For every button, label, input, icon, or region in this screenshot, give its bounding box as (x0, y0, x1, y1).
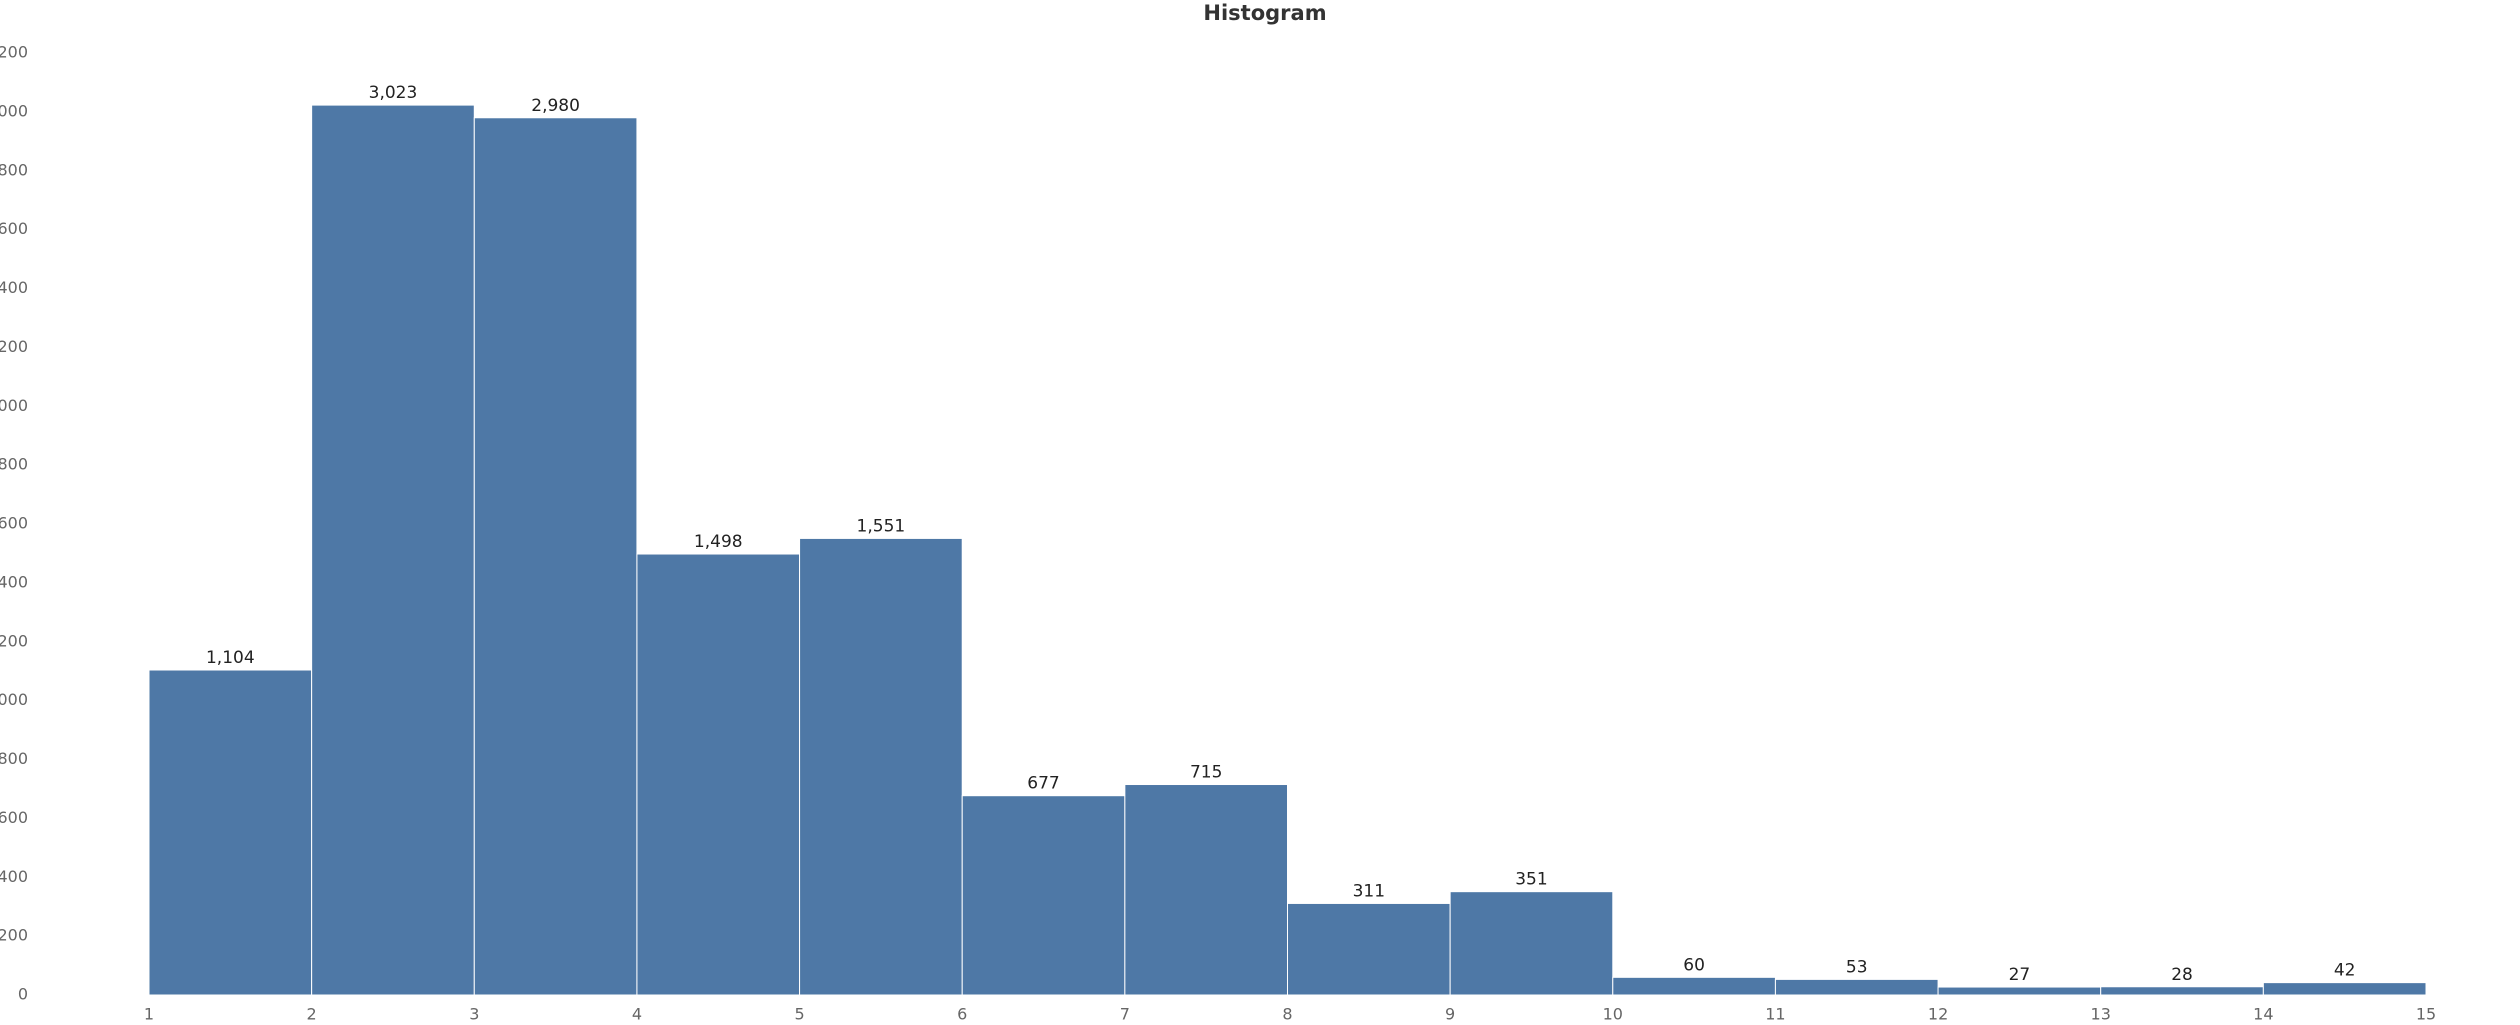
value-label: 53 (1846, 957, 1868, 977)
y-tick-label: 2,400 (0, 278, 28, 297)
y-tick-label: 2,600 (0, 219, 28, 238)
y-tick-label: 2,800 (0, 160, 28, 179)
value-label: 677 (1027, 774, 1059, 794)
y-tick-label: 200 (0, 926, 28, 945)
bar (961, 795, 1126, 996)
bar (2262, 982, 2427, 996)
value-label: 3,023 (369, 83, 418, 103)
x-tick-label: 13 (2091, 1005, 2111, 1024)
y-tick-label: 1,800 (0, 455, 28, 474)
x-tick-label: 5 (794, 1005, 804, 1024)
x-tick-label: 11 (1765, 1005, 1785, 1024)
bar (1449, 891, 1614, 996)
bar (1612, 976, 1776, 996)
x-tick-label: 3 (469, 1005, 479, 1024)
x-tick-label: 14 (2253, 1005, 2273, 1024)
y-tick-label: 1,600 (0, 514, 28, 533)
y-tick-label: 1,200 (0, 631, 28, 650)
chart-title: Histogram (1203, 1, 1326, 25)
y-tick-label: 800 (0, 749, 28, 768)
y-tick-label: 2,200 (0, 337, 28, 356)
value-label: 2,980 (531, 96, 580, 116)
x-tick-label: 2 (307, 1005, 317, 1024)
x-tick-label: 8 (1282, 1005, 1292, 1024)
bar (148, 669, 313, 996)
value-label: 311 (1353, 881, 1385, 901)
bar (636, 553, 801, 996)
x-tick-label: 7 (1120, 1005, 1130, 1024)
value-label: 27 (2009, 965, 2031, 985)
y-tick-label: 2,000 (0, 396, 28, 415)
value-label: 1,498 (694, 532, 743, 552)
value-label: 351 (1515, 870, 1547, 890)
value-label: 28 (2171, 965, 2193, 985)
y-tick-label: 600 (0, 808, 28, 827)
y-tick-label: 1,400 (0, 572, 28, 591)
bar (1287, 902, 1451, 996)
value-label: 715 (1190, 763, 1222, 783)
x-tick-label: 12 (1928, 1005, 1948, 1024)
x-tick-label: 9 (1445, 1005, 1455, 1024)
value-label: 1,104 (206, 648, 255, 668)
value-label: 1,551 (857, 516, 906, 536)
bar (1937, 986, 2102, 996)
bar (799, 537, 963, 996)
value-label: 42 (2334, 961, 2356, 981)
y-tick-label: 3,000 (0, 101, 28, 120)
x-tick-label: 15 (2416, 1005, 2436, 1024)
x-tick-label: 6 (957, 1005, 967, 1024)
bar (1124, 784, 1289, 996)
y-tick-label: 400 (0, 867, 28, 886)
bar (311, 104, 475, 996)
y-tick-label: 0 (18, 985, 28, 1004)
x-tick-label: 4 (632, 1005, 642, 1024)
bar (473, 117, 638, 996)
y-tick-label: 1,000 (0, 690, 28, 709)
x-tick-label: 10 (1603, 1005, 1623, 1024)
value-label: 60 (1683, 955, 1705, 975)
bar (2100, 986, 2264, 996)
y-tick-label: 3,200 (0, 43, 28, 62)
x-tick-label: 1 (144, 1005, 154, 1024)
bar (1774, 978, 1939, 996)
